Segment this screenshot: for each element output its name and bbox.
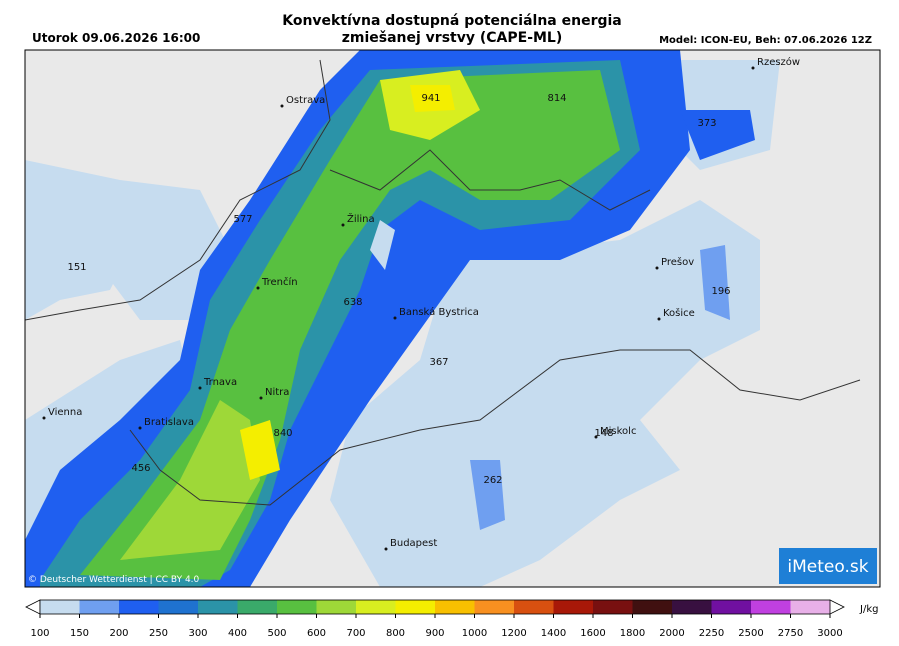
- city-label: Prešov: [661, 256, 694, 268]
- colorbar-tick-label: 1600: [580, 628, 605, 639]
- map: [25, 50, 880, 587]
- city-label: Vienna: [48, 407, 82, 418]
- colorbar-tick-label: 600: [307, 628, 326, 639]
- colorbar-tick-label: 3000: [817, 628, 842, 639]
- colorbar-swatch: [198, 600, 238, 614]
- colorbar-swatch: [553, 600, 594, 614]
- city-dot: [384, 547, 388, 551]
- city-label: Banská Bystrica: [399, 306, 479, 318]
- city-label: Trenčín: [261, 276, 298, 288]
- colorbar-swatch: [356, 600, 396, 614]
- colorbar-swatch: [79, 600, 120, 614]
- value-label: 456: [131, 463, 150, 474]
- colorbar-tick-label: 250: [149, 628, 168, 639]
- colorbar-tick-label: 100: [30, 628, 49, 639]
- colorbar-tick-label: 1000: [462, 628, 487, 639]
- colorbar-arrow: [829, 599, 845, 615]
- logo-box: [779, 548, 877, 584]
- colorbar-swatch: [277, 600, 317, 614]
- city-dot: [42, 416, 46, 420]
- value-label: 814: [547, 93, 566, 104]
- city-dot: [198, 386, 202, 390]
- city-dot: [341, 223, 345, 227]
- colorbar-arrow: [25, 599, 41, 615]
- colorbar-tick-label: 2500: [738, 628, 763, 639]
- value-label: 840: [273, 428, 292, 439]
- value-label: 577: [233, 214, 252, 225]
- value-label: 367: [429, 357, 448, 368]
- colorbar-tick-label: 2750: [778, 628, 803, 639]
- colorbar-tick-label: 2250: [699, 628, 724, 639]
- model: Model: ICON-EU, Beh: 07.06.2026 12Z: [659, 35, 872, 46]
- colorbar-tick-label: 700: [346, 628, 365, 639]
- colorbar-tick-label: 500: [267, 628, 286, 639]
- colorbar-swatch: [316, 600, 357, 614]
- city-label: Rzeszów: [757, 56, 800, 68]
- city-label: Nitra: [265, 387, 289, 398]
- city-dot: [751, 66, 755, 70]
- colorbar-swatch: [593, 600, 633, 614]
- logo: iMeteo.sk: [787, 557, 868, 577]
- city-label: Košice: [663, 307, 695, 319]
- value-label: 196: [711, 286, 730, 297]
- colorbar-swatch: [119, 600, 159, 614]
- city-label: Trnava: [203, 377, 237, 388]
- colorbar-swatch: [395, 600, 436, 614]
- copyright: © Deutscher Wetterdienst | CC BY 4.0: [28, 575, 200, 585]
- value-label: 941: [421, 93, 440, 104]
- value-label: 262: [483, 475, 502, 486]
- colorbar-swatch: [711, 600, 752, 614]
- city-dot: [138, 426, 142, 430]
- city-dot: [655, 266, 659, 270]
- colorbar-swatch: [632, 600, 673, 614]
- date: Utorok 09.06.2026 16:00: [32, 31, 200, 45]
- value-label: 151: [67, 262, 86, 273]
- city-dot: [657, 317, 661, 321]
- colorbar-tick-label: 200: [109, 628, 128, 639]
- city-label: Ostrava: [286, 95, 325, 106]
- colorbar-tick-label: 400: [228, 628, 247, 639]
- colorbar-tick-label: 1400: [541, 628, 566, 639]
- colorbar-tick-label: 900: [425, 628, 444, 639]
- colorbar-swatch: [790, 600, 831, 614]
- value-label: 373: [697, 118, 716, 129]
- colorbar-swatch: [751, 600, 791, 614]
- colorbar-swatch: [474, 600, 515, 614]
- value-label: 148: [594, 428, 613, 439]
- city-dot: [256, 286, 260, 290]
- city-dot: [393, 316, 397, 320]
- colorbar-tick-label: 1800: [620, 628, 645, 639]
- colorbar-tick-label: 300: [188, 628, 207, 639]
- city-dot: [594, 435, 598, 439]
- colorbar-swatch: [435, 600, 475, 614]
- city-label: Žilina: [347, 212, 375, 225]
- title: Konvektívna dostupná potenciálna energia: [282, 13, 622, 29]
- colorbar-tick-label: 800: [386, 628, 405, 639]
- city-dot: [259, 396, 263, 400]
- value-label: 638: [343, 297, 362, 308]
- colorbar-swatch: [672, 600, 712, 614]
- colorbar-swatch: [514, 600, 554, 614]
- colorbar-tick-label: 2000: [659, 628, 684, 639]
- city-label: Miskolc: [600, 426, 636, 437]
- colorbar-swatch: [237, 600, 278, 614]
- colorbar-tick-label: 150: [70, 628, 89, 639]
- title: zmiešanej vrstvy (CAPE-ML): [342, 30, 563, 46]
- city-label: Budapest: [390, 538, 437, 549]
- colorbar-swatch: [158, 600, 199, 614]
- city-dot: [280, 104, 284, 108]
- colorbar-swatch: [40, 600, 80, 614]
- colorbar-unit: J/kg: [859, 604, 878, 615]
- city-label: Bratislava: [144, 417, 194, 428]
- colorbar-tick-label: 1200: [501, 628, 526, 639]
- map-frame: [24, 49, 881, 588]
